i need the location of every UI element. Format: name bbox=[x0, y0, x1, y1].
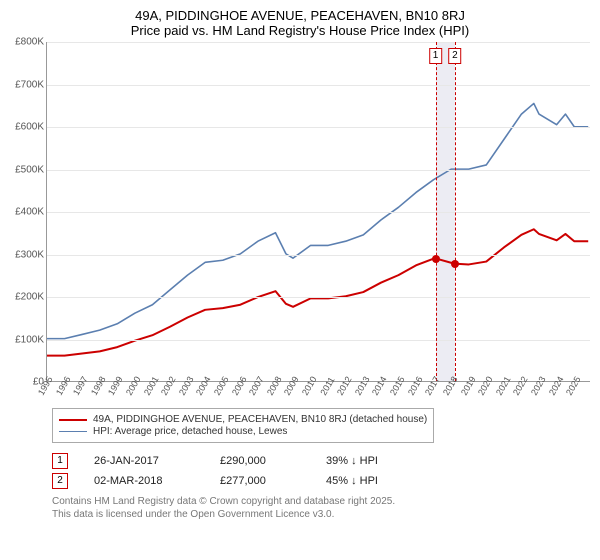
sale-marker-label: 2 bbox=[448, 48, 462, 64]
plot-area: 12 bbox=[46, 42, 590, 382]
sale-delta: 39% ↓ HPI bbox=[326, 455, 378, 467]
legend-row: 49A, PIDDINGHOE AVENUE, PEACEHAVEN, BN10… bbox=[59, 414, 427, 425]
legend-label: HPI: Average price, detached house, Lewe… bbox=[93, 426, 287, 437]
y-tick-label: £400K bbox=[15, 207, 44, 218]
y-tick-label: £600K bbox=[15, 122, 44, 133]
footer-copyright: Contains HM Land Registry data © Crown c… bbox=[52, 495, 594, 508]
grid-line bbox=[47, 255, 590, 256]
chart-title-subtitle: Price paid vs. HM Land Registry's House … bbox=[6, 23, 594, 38]
sale-price: £277,000 bbox=[220, 475, 300, 487]
sale-date: 26-JAN-2017 bbox=[94, 455, 194, 467]
sale-vline bbox=[455, 42, 456, 381]
series-line-property bbox=[47, 229, 588, 355]
legend-box: 49A, PIDDINGHOE AVENUE, PEACEHAVEN, BN10… bbox=[52, 408, 434, 443]
chart-title-block: 49A, PIDDINGHOE AVENUE, PEACEHAVEN, BN10… bbox=[6, 8, 594, 38]
footer-license: This data is licensed under the Open Gov… bbox=[52, 508, 594, 521]
sale-price: £290,000 bbox=[220, 455, 300, 467]
y-tick-label: £300K bbox=[15, 249, 44, 260]
series-line-hpi bbox=[47, 103, 588, 338]
y-tick-label: £200K bbox=[15, 292, 44, 303]
grid-line bbox=[47, 212, 590, 213]
sale-date: 02-MAR-2018 bbox=[94, 475, 194, 487]
legend-row: HPI: Average price, detached house, Lewe… bbox=[59, 426, 427, 437]
sale-vline bbox=[436, 42, 437, 381]
y-tick-label: £800K bbox=[15, 37, 44, 48]
legend-label: 49A, PIDDINGHOE AVENUE, PEACEHAVEN, BN10… bbox=[93, 414, 427, 425]
sale-marker-dot bbox=[432, 255, 440, 263]
grid-line bbox=[47, 170, 590, 171]
sale-row: 2 02-MAR-2018 £277,000 45% ↓ HPI bbox=[52, 473, 594, 489]
plot-wrapper: £0£100K£200K£300K£400K£500K£600K£700K£80… bbox=[6, 42, 594, 402]
sale-marker-dot bbox=[451, 260, 459, 268]
grid-line bbox=[47, 297, 590, 298]
legend-swatch bbox=[59, 431, 87, 432]
sale-badge: 2 bbox=[52, 473, 68, 489]
sale-badge: 1 bbox=[52, 453, 68, 469]
grid-line bbox=[47, 340, 590, 341]
x-axis: 1995199619971998199920002001200220032004… bbox=[46, 382, 590, 402]
price-history-chart: 49A, PIDDINGHOE AVENUE, PEACEHAVEN, BN10… bbox=[0, 0, 600, 560]
sale-row: 1 26-JAN-2017 £290,000 39% ↓ HPI bbox=[52, 453, 594, 469]
y-tick-label: £100K bbox=[15, 334, 44, 345]
sale-marker-label: 1 bbox=[429, 48, 443, 64]
sale-rows: 1 26-JAN-2017 £290,000 39% ↓ HPI 2 02-MAR-201… bbox=[52, 453, 594, 489]
grid-line bbox=[47, 127, 590, 128]
y-axis: £0£100K£200K£300K£400K£500K£600K£700K£80… bbox=[6, 42, 46, 382]
y-tick-label: £700K bbox=[15, 79, 44, 90]
grid-line bbox=[47, 42, 590, 43]
sale-delta: 45% ↓ HPI bbox=[326, 475, 378, 487]
grid-line bbox=[47, 85, 590, 86]
y-tick-label: £500K bbox=[15, 164, 44, 175]
chart-title-address: 49A, PIDDINGHOE AVENUE, PEACEHAVEN, BN10… bbox=[6, 8, 594, 23]
chart-footer: Contains HM Land Registry data © Crown c… bbox=[52, 495, 594, 521]
legend-swatch bbox=[59, 419, 87, 421]
